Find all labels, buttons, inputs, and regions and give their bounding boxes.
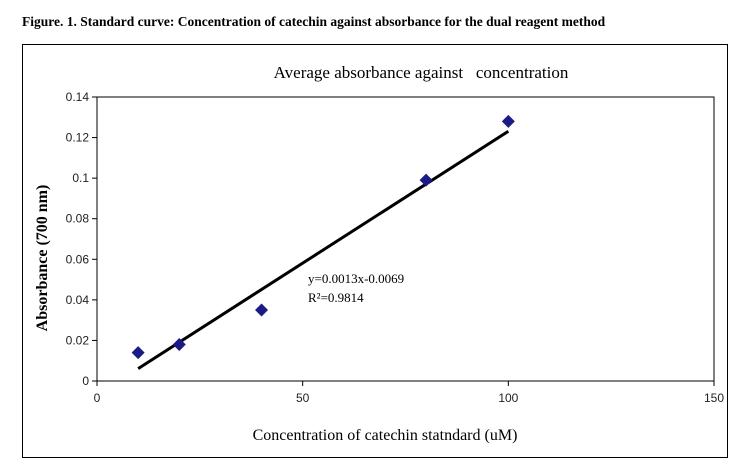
- data-point-marker: [131, 346, 145, 360]
- y-tick-label: 0.08: [66, 212, 90, 226]
- x-tick-label: 0: [94, 391, 101, 405]
- r-squared-label: R²=0.9814: [308, 290, 364, 305]
- x-tick-label: 50: [296, 391, 310, 405]
- data-points: [131, 114, 515, 360]
- y-tick-label: 0.02: [66, 333, 90, 347]
- chart-title: Average absorbance against concentration: [274, 63, 569, 82]
- figure-caption: Figure. 1. Standard curve: Concentration…: [22, 14, 606, 29]
- data-point-marker: [501, 114, 515, 128]
- x-tick-label: 100: [498, 391, 518, 405]
- y-tick-label: 0.14: [66, 90, 90, 104]
- y-tick-label: 0: [82, 374, 89, 388]
- data-point-marker: [419, 173, 433, 187]
- trendline-group: [137, 130, 510, 370]
- trendline-equation: y=0.0013x-0.0069: [308, 271, 404, 286]
- data-point-marker: [172, 337, 186, 351]
- y-tick-label: 0.06: [66, 252, 90, 266]
- trendline: [137, 130, 510, 370]
- data-point-marker: [255, 303, 269, 317]
- y-tick-label: 0.04: [66, 293, 90, 307]
- y-axis-label: Absorbance (700 nm): [34, 185, 51, 332]
- x-tick-label: 150: [704, 391, 724, 405]
- y-tick-label: 0.1: [72, 171, 89, 185]
- x-axis: 0 50 100 150: [94, 381, 724, 405]
- plot-area: [96, 96, 715, 382]
- y-axis: 0 0.02 0.04 0.06 0.08 0.1 0.12 0.14: [66, 90, 97, 388]
- y-tick-label: 0.12: [66, 131, 90, 145]
- chart-frame: [22, 44, 728, 458]
- x-axis-label: Concentration of catechin statndard (uM): [253, 427, 518, 444]
